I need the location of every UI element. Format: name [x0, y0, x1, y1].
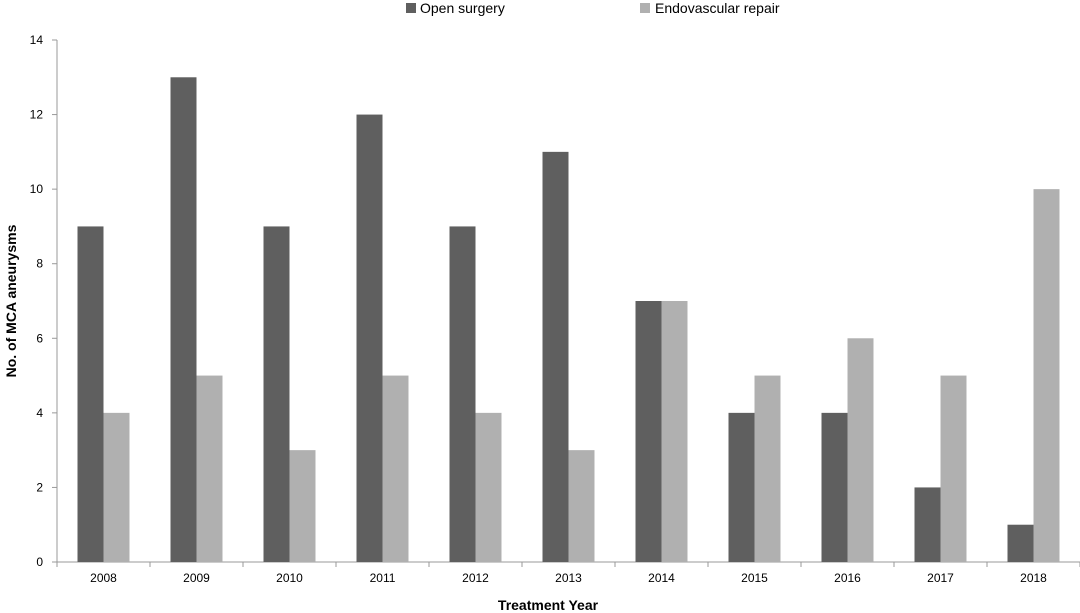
bar-open-surgery-2011 — [356, 114, 383, 563]
bar-open-surgery-2013 — [542, 151, 569, 562]
bar-open-surgery-2012 — [449, 226, 476, 562]
x-tick-label: 2014 — [648, 571, 675, 585]
bar-open-surgery-2014 — [635, 301, 662, 562]
bar-endovascular-repair-2013 — [568, 450, 595, 562]
y-tick-label: 4 — [36, 406, 43, 420]
bar-endovascular-repair-2016 — [847, 338, 874, 562]
bar-open-surgery-2008 — [77, 226, 104, 562]
x-tick-label: 2016 — [834, 571, 861, 585]
x-tick-label: 2013 — [555, 571, 582, 585]
legend-label-endovascular-repair: Endovascular repair — [655, 0, 780, 16]
bar-open-surgery-2009 — [170, 77, 197, 563]
x-axis: 2008 2009 2010 2011 2012 2013 2014 2015 2016 2017… — [56, 561, 1080, 585]
bar-endovascular-repair-2009 — [196, 375, 223, 562]
y-tick-label: 0 — [36, 555, 43, 569]
y-tick-label: 14 — [30, 33, 44, 47]
x-tick-label: 2018 — [1020, 571, 1047, 585]
x-tick-label: 2008 — [90, 571, 117, 585]
legend-label-open-surgery: Open surgery — [420, 0, 505, 16]
x-tick-label: 2011 — [370, 571, 396, 585]
x-tick-label: 2009 — [183, 571, 210, 585]
bar-endovascular-repair-2010 — [289, 450, 316, 562]
bar-endovascular-repair-2017 — [940, 375, 967, 562]
bars — [77, 77, 1060, 563]
legend-swatch-endovascular-repair — [640, 3, 650, 13]
bar-endovascular-repair-2011 — [382, 375, 409, 562]
x-tick-label: 2012 — [462, 571, 489, 585]
bar-open-surgery-2017 — [914, 487, 941, 562]
bar-open-surgery-2016 — [821, 412, 848, 562]
bar-open-surgery-2010 — [263, 226, 290, 562]
y-tick-label: 8 — [36, 257, 43, 271]
bar-open-surgery-2018 — [1007, 524, 1034, 562]
bar-endovascular-repair-2015 — [754, 375, 781, 562]
x-tick-label: 2015 — [741, 571, 768, 585]
bar-open-surgery-2015 — [728, 412, 755, 562]
x-axis-title: Treatment Year — [498, 597, 599, 613]
x-tick-label: 2017 — [927, 571, 954, 585]
y-tick-label: 10 — [30, 182, 44, 196]
y-tick-label: 6 — [36, 331, 43, 345]
y-axis: 0 2 4 6 8 10 12 14 — [30, 33, 58, 569]
y-tick-label: 12 — [30, 108, 44, 122]
bar-endovascular-repair-2018 — [1033, 189, 1060, 562]
legend-swatch-open-surgery — [406, 3, 416, 13]
bar-endovascular-repair-2014 — [661, 301, 688, 562]
y-tick-label: 2 — [36, 480, 43, 494]
x-tick-label: 2010 — [276, 571, 303, 585]
bar-endovascular-repair-2012 — [475, 412, 502, 562]
legend: Open surgery Endovascular repair — [406, 0, 780, 16]
y-axis-title: No. of MCA aneurysms — [3, 224, 19, 377]
bar-endovascular-repair-2008 — [103, 412, 130, 562]
